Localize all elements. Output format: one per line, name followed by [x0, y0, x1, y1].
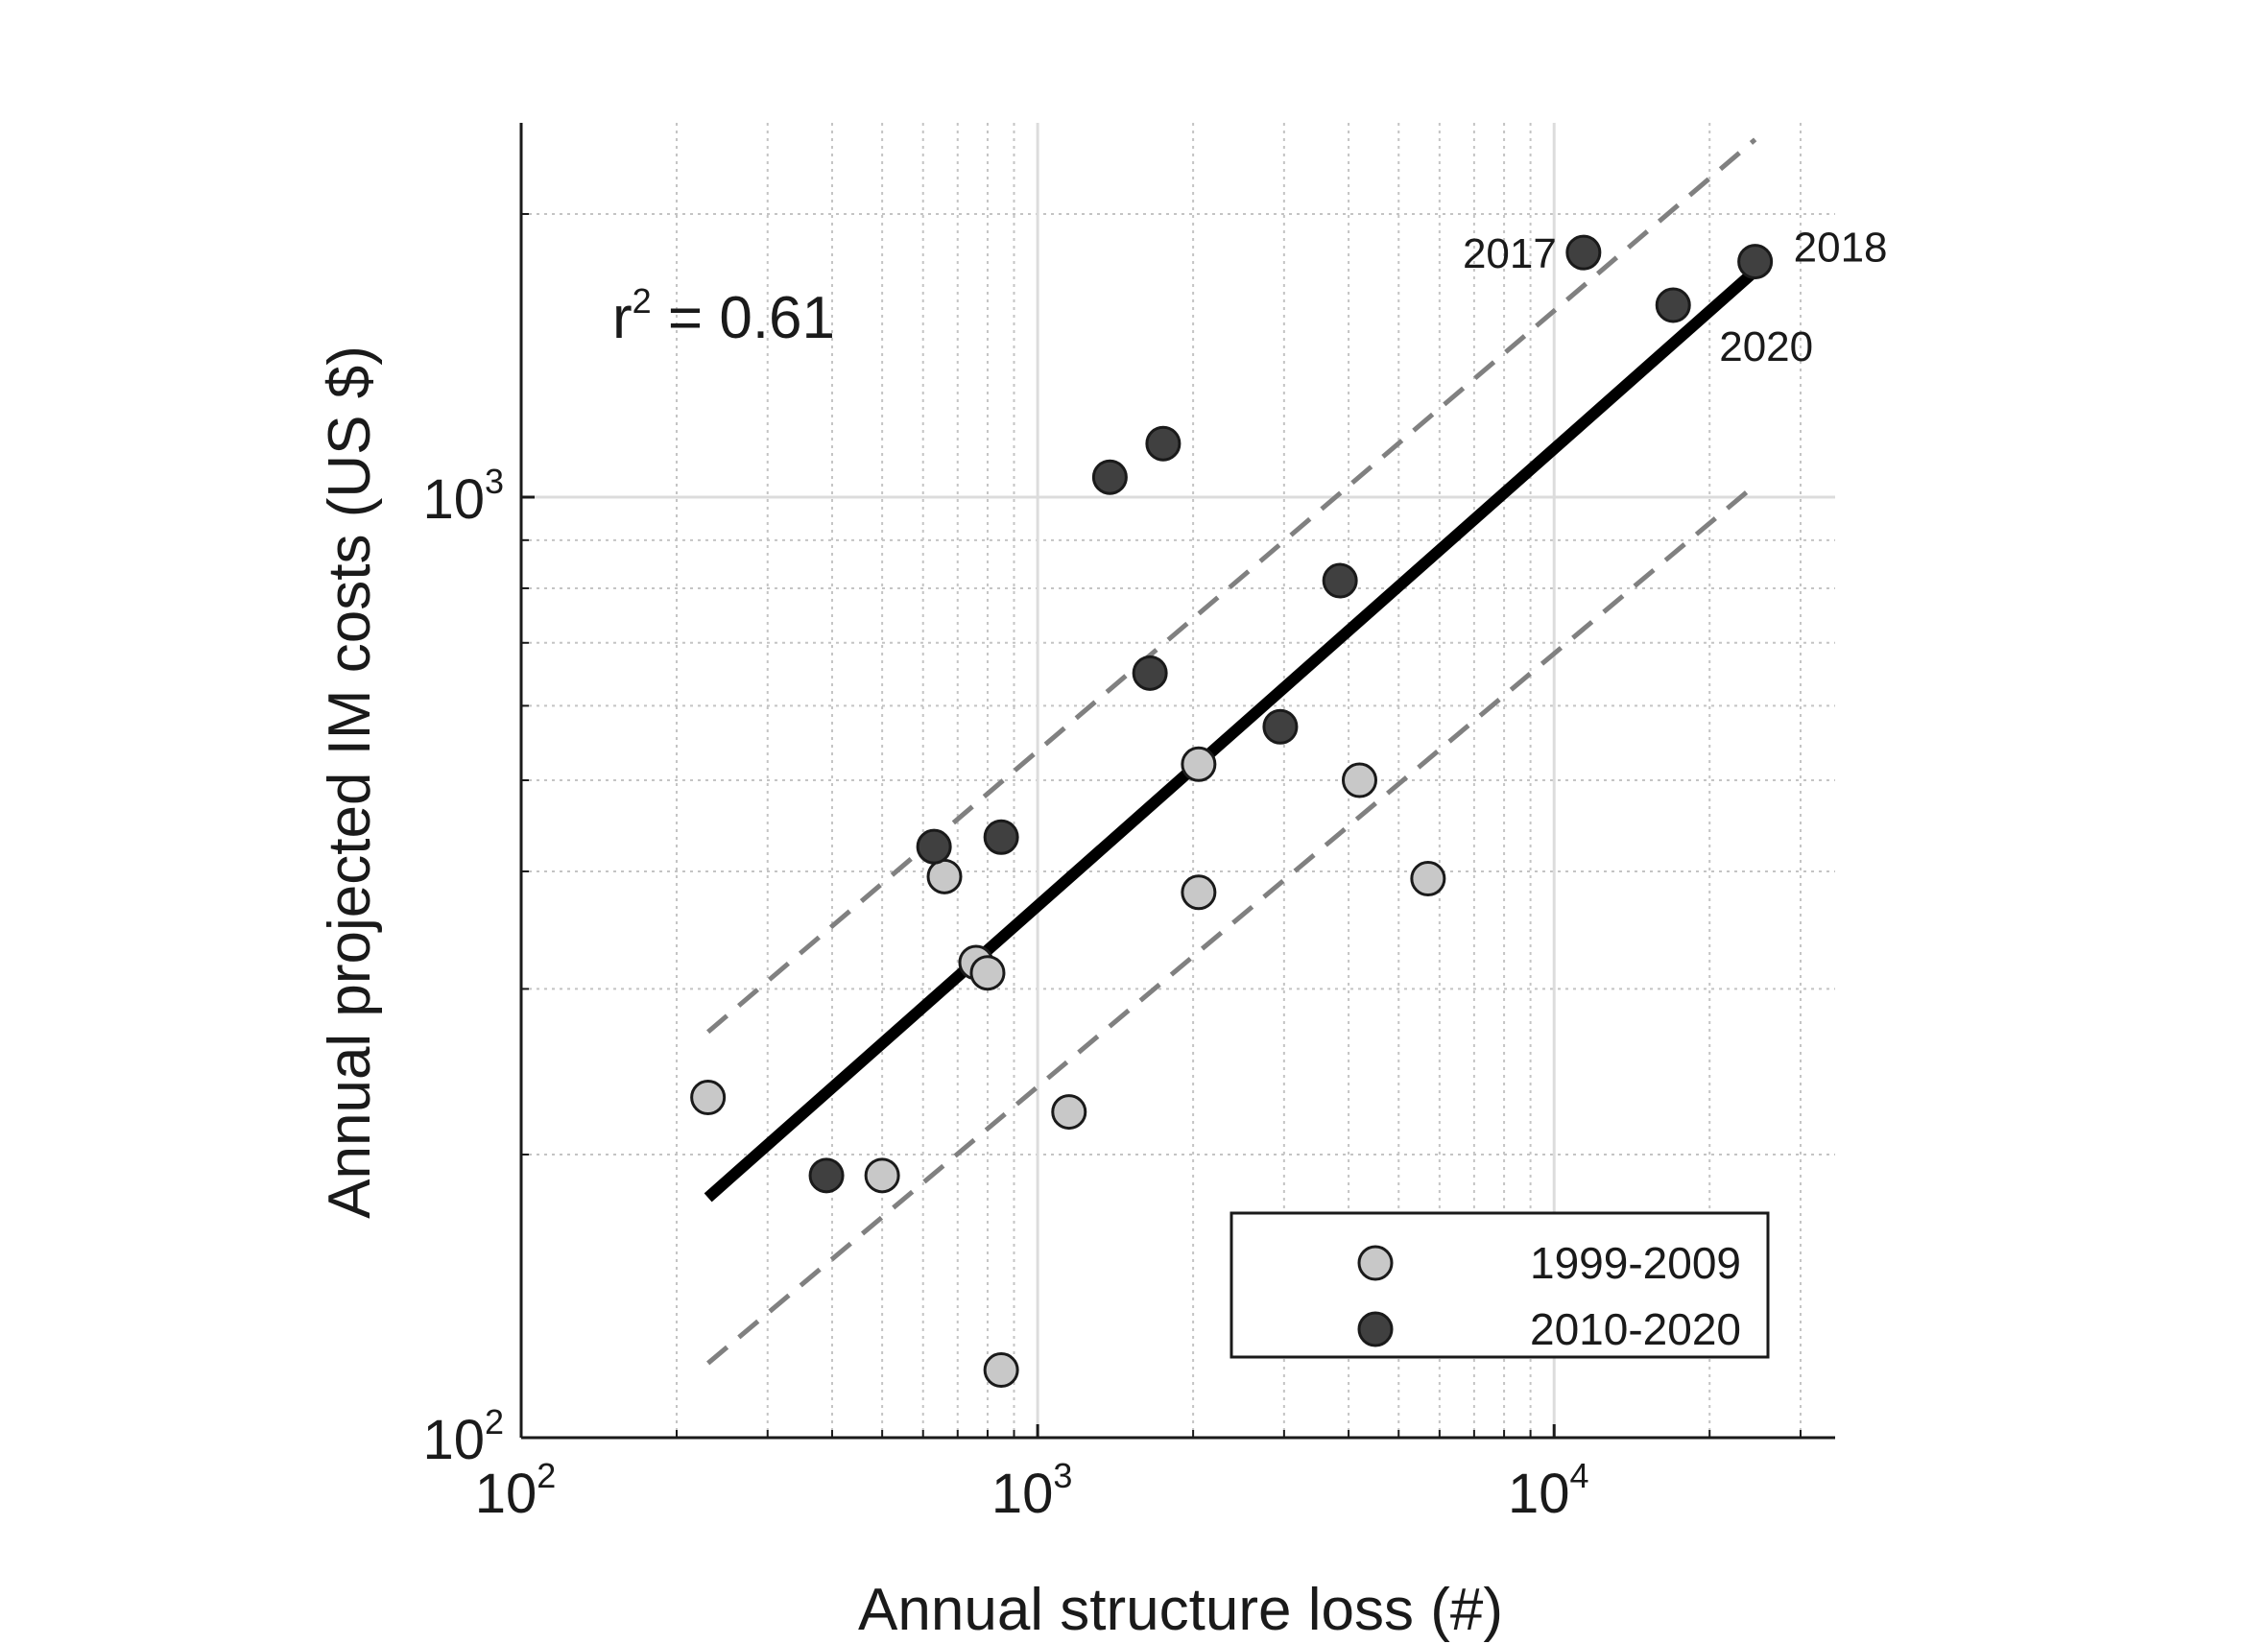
axes: 102 103 104 102 103 [422, 123, 1835, 1525]
data-point [1051, 1094, 1087, 1131]
data-point [1565, 234, 1602, 271]
data-point [1341, 762, 1377, 798]
data-points [690, 234, 1774, 1389]
data-point [1145, 425, 1182, 462]
legend-box [1229, 1211, 1770, 1359]
regression-line [704, 266, 1759, 1203]
point-label: 2020 [1719, 323, 1813, 370]
x-tick-label: 103 [991, 1456, 1073, 1525]
legend: 1999-2009 2010-2020 [1229, 1211, 1770, 1359]
data-point [983, 819, 1019, 855]
legend-marker-2010-2020 [1357, 1311, 1394, 1347]
point-label: 2017 [1463, 230, 1557, 277]
data-point [1181, 746, 1217, 782]
x-tick-label: 104 [1508, 1456, 1589, 1525]
point-label: 2018 [1794, 225, 1888, 272]
legend-label-2010-2020: 2010-2020 [1530, 1304, 1741, 1354]
x-tick-label: 102 [475, 1456, 557, 1525]
legend-marker-1999-2009 [1357, 1245, 1394, 1281]
data-point [1091, 459, 1128, 495]
data-point [1262, 708, 1299, 745]
upper-confidence-line [706, 137, 1757, 1035]
data-point [983, 1352, 1019, 1389]
data-point [916, 828, 952, 865]
data-point [690, 1080, 727, 1116]
data-point [926, 858, 963, 894]
x-axis-title: Annual structure loss (#) [858, 1577, 1503, 1643]
data-point [1181, 874, 1217, 911]
legend-label-1999-2009: 1999-2009 [1530, 1238, 1741, 1288]
data-point [1737, 244, 1774, 280]
lower-confidence-line [706, 483, 1757, 1366]
data-point [1322, 562, 1358, 599]
y-tick-label: 102 [422, 1402, 504, 1471]
data-point [1655, 287, 1691, 323]
r-squared-annotation: r2 = 0.61 [612, 281, 835, 351]
data-point [864, 1157, 900, 1194]
data-point [969, 955, 1006, 991]
data-point [1132, 655, 1168, 691]
data-point [808, 1157, 845, 1194]
data-point [1410, 860, 1446, 896]
y-axis-title: Annual projected IM costs (US $) [317, 345, 383, 1219]
point-labels: 2017 2018 2020 [1463, 225, 1888, 370]
fit-lines [704, 137, 1759, 1366]
y-tick-label: 103 [422, 462, 504, 531]
